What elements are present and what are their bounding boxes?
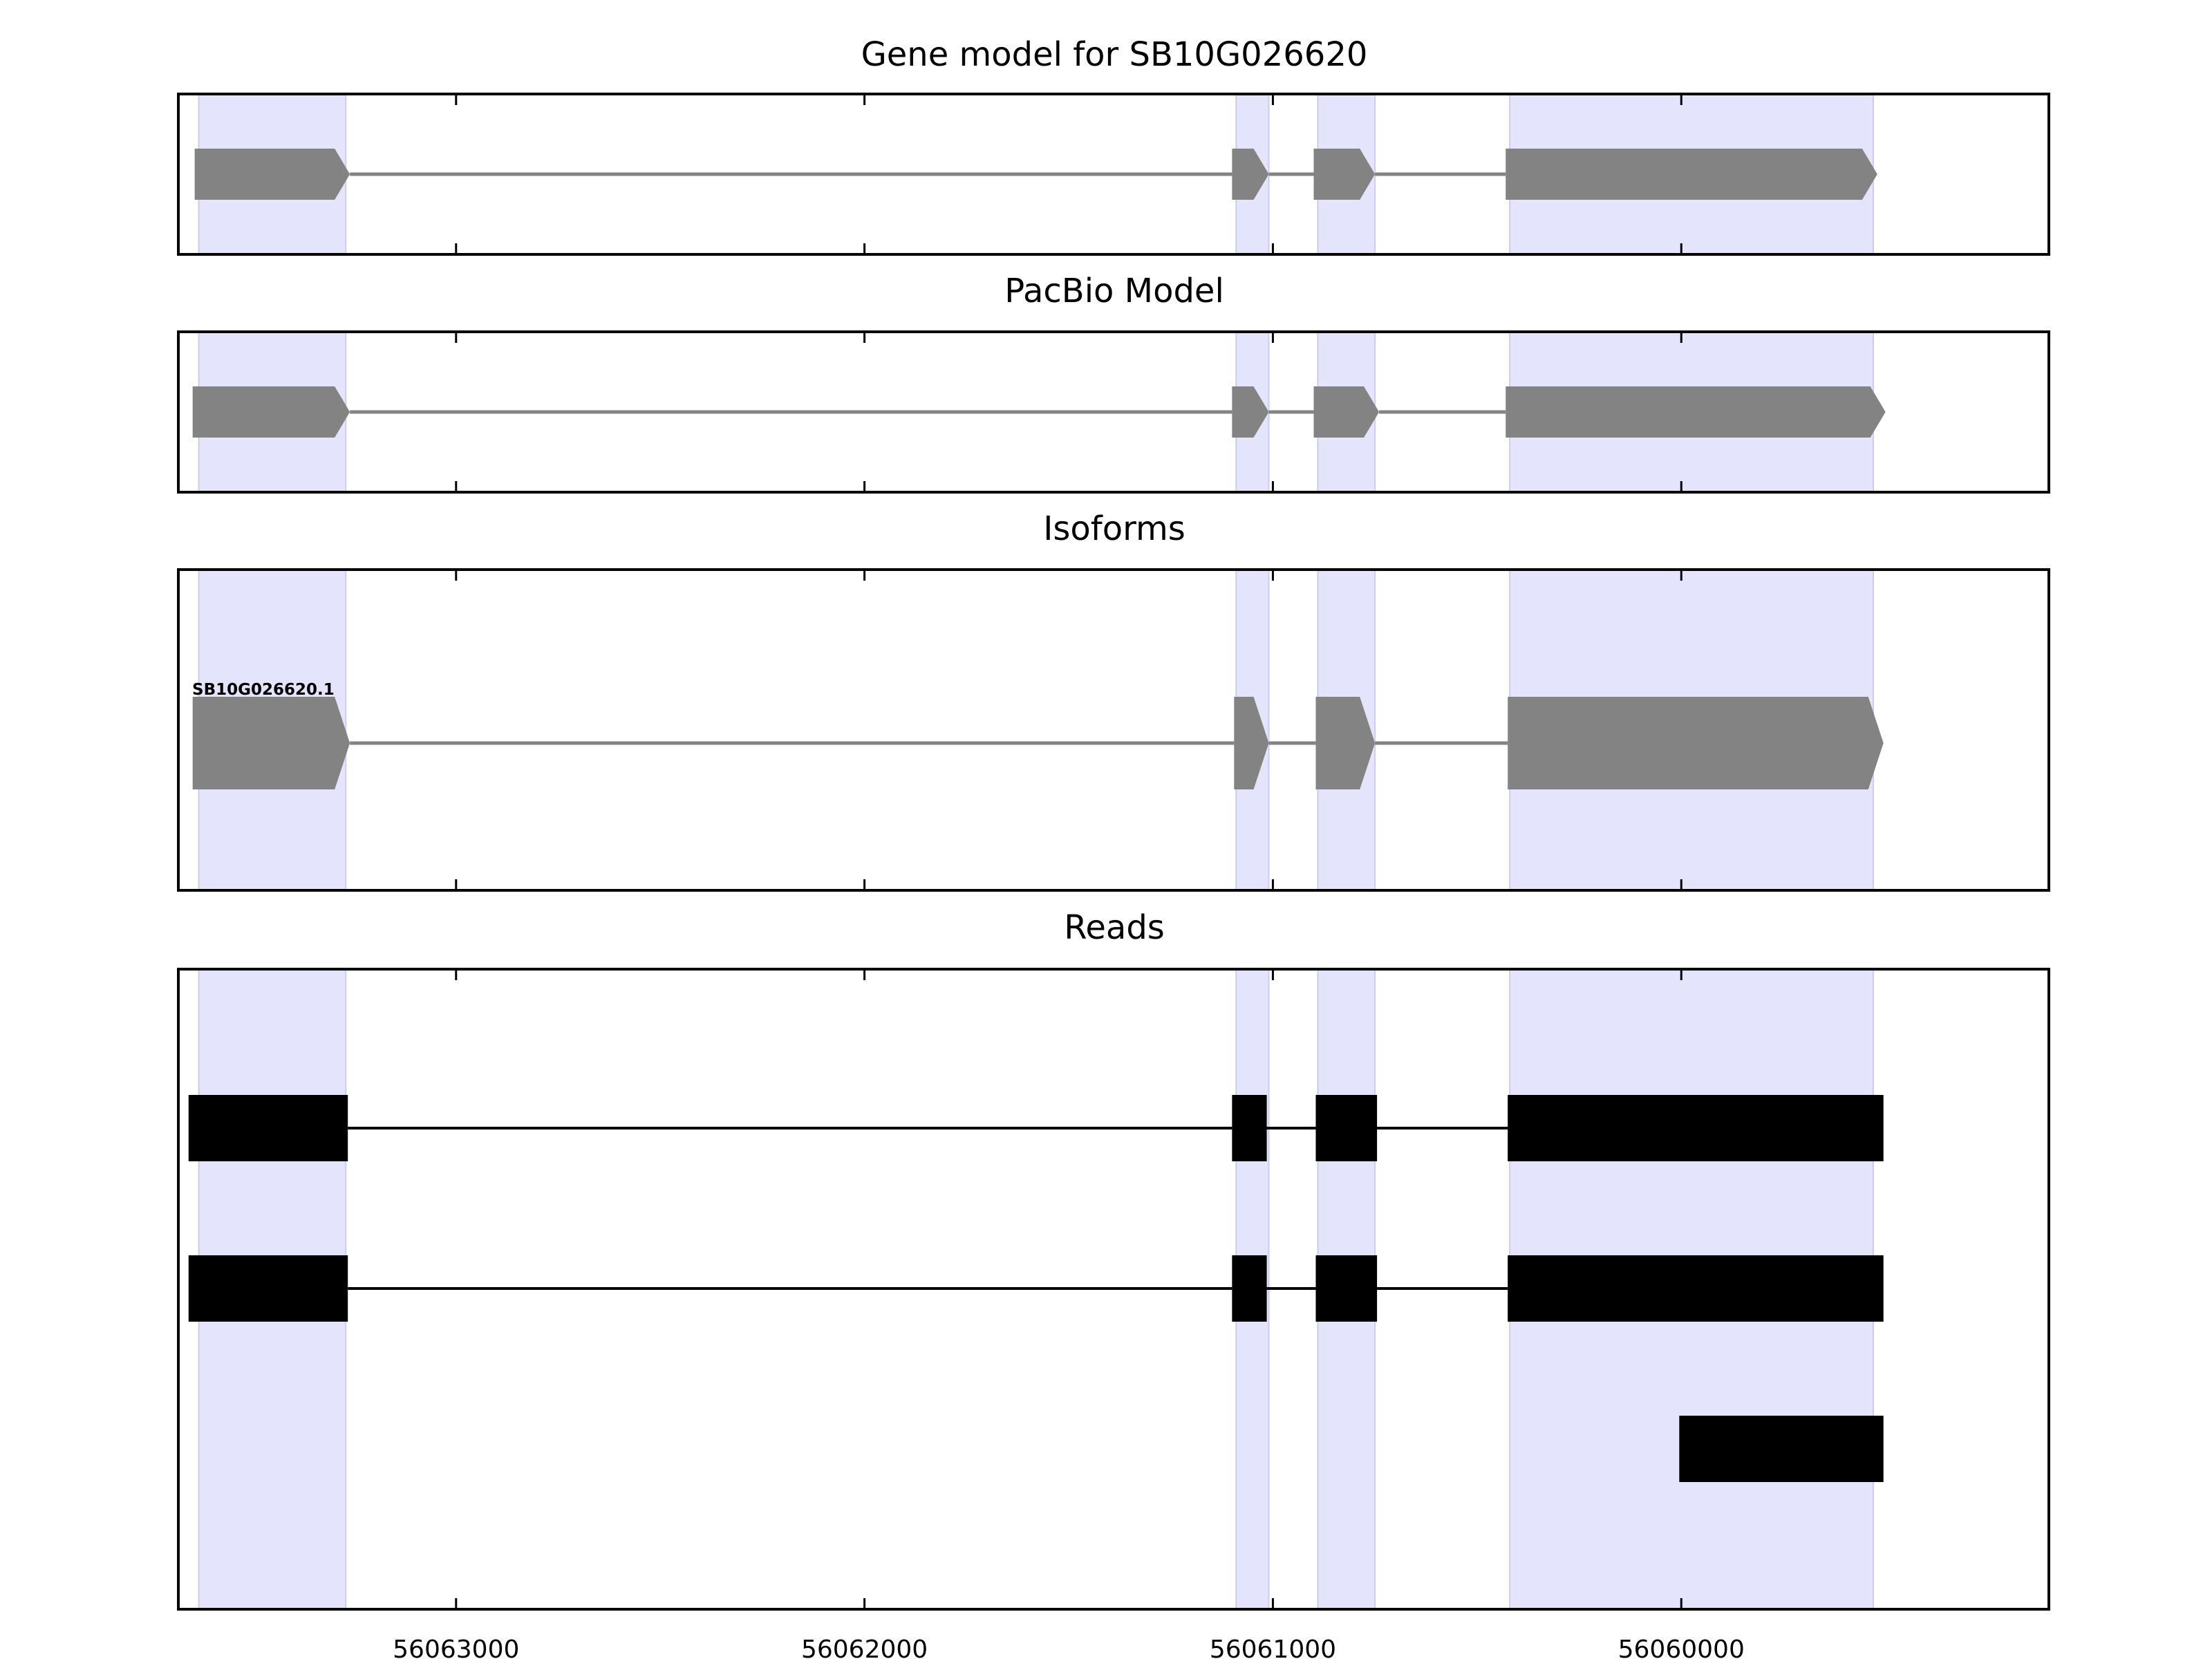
isoforms-frame (177, 568, 2050, 892)
exon-arrow (192, 697, 350, 789)
read-exon-block (1508, 1255, 1884, 1322)
exon-arrow (1506, 149, 1877, 200)
x-axis-tick-labels: 56063000 56062000 56061000 56060000 (393, 1635, 1745, 1659)
x-tick-label: 56060000 (1618, 1635, 1745, 1659)
pacbio-model-marks (192, 331, 1886, 493)
read-exon-block (1232, 1255, 1267, 1322)
exon-arrow (1315, 697, 1376, 789)
exon-arrow (192, 386, 350, 438)
panel-gene-model: Gene model for SB10G026620 (177, 35, 2050, 256)
exon-arrow (1234, 697, 1269, 789)
x-axis-ticks (455, 94, 1683, 1609)
x-tick-label: 56061000 (1210, 1635, 1336, 1659)
isoforms-title: Isoforms (1043, 509, 1185, 548)
exon-arrow (1313, 149, 1376, 200)
reads-marks (188, 968, 1884, 1610)
read-exon-block (188, 1095, 348, 1161)
read-exon-block (1679, 1416, 1884, 1482)
x-tick-label: 56063000 (393, 1635, 519, 1659)
gene-model-frame (177, 93, 2050, 256)
read-exon-block (188, 1255, 348, 1322)
exon-arrow (1232, 386, 1269, 438)
exon-arrow (1508, 697, 1884, 789)
reads-frame (177, 968, 2050, 1611)
read-exon-block (1315, 1255, 1378, 1322)
read-exon-block (1232, 1095, 1267, 1161)
exon-arrow (194, 149, 350, 200)
gene-model-title: Gene model for SB10G026620 (861, 35, 1368, 74)
panel-isoforms: Isoforms SB10G026620.1 (177, 509, 2050, 892)
reads-title: Reads (1064, 908, 1165, 947)
isoforms-marks (192, 569, 1884, 891)
x-tick-label: 56062000 (801, 1635, 928, 1659)
exon-arrow (1232, 149, 1269, 200)
isoform-label: SB10G026620.1 (192, 681, 335, 699)
exon-arrow (1506, 386, 1886, 438)
pacbio-model-frame (177, 330, 2050, 494)
read-exon-block (1508, 1095, 1884, 1161)
pacbio-model-title: PacBio Model (1004, 272, 1224, 310)
panel-pacbio-model: PacBio Model (177, 272, 2050, 494)
panel-reads: Reads (177, 908, 2050, 1611)
exon-arrow (1313, 386, 1380, 438)
read-exon-block (1315, 1095, 1378, 1161)
